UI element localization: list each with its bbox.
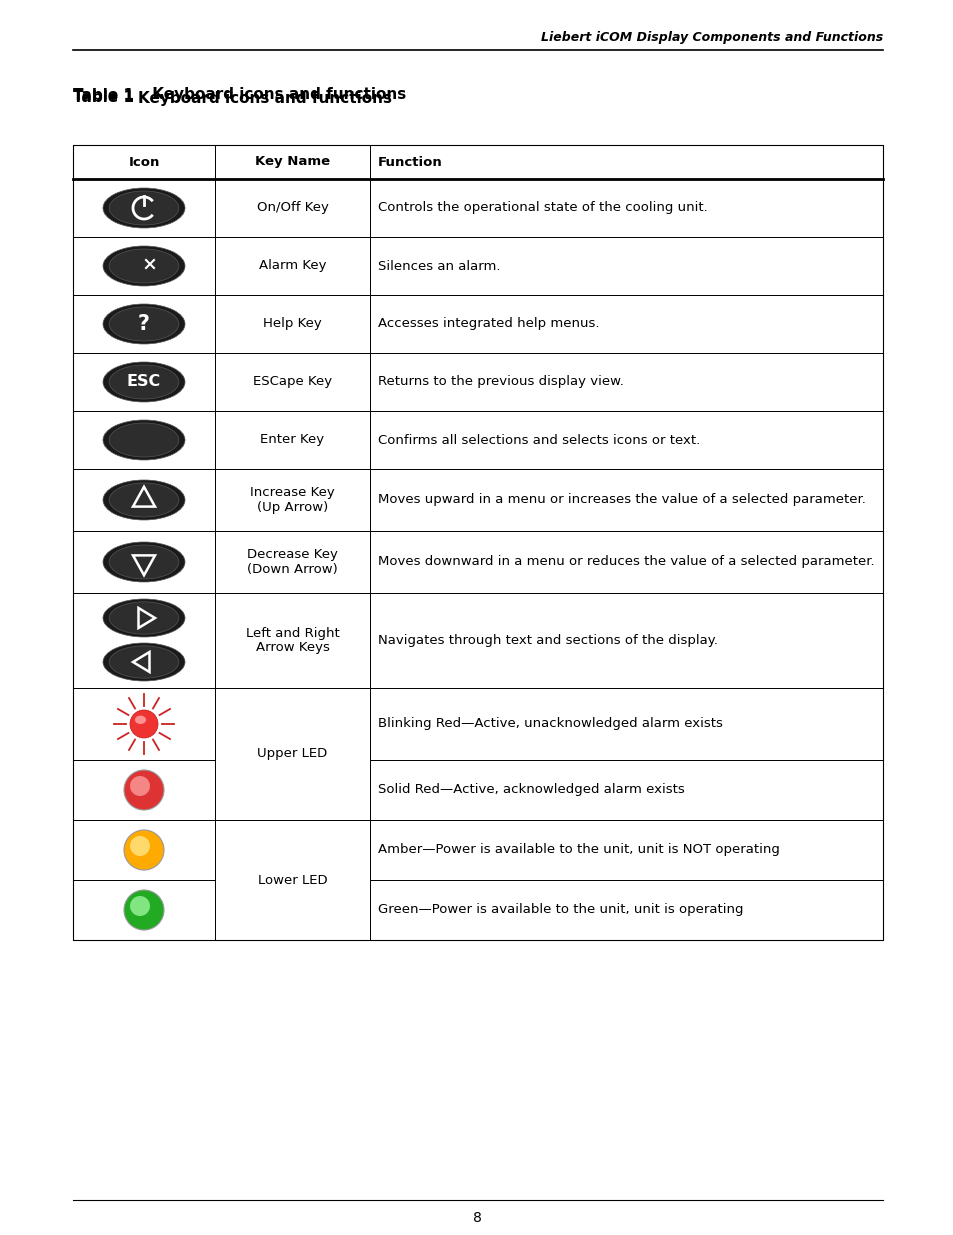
Text: Upper LED: Upper LED	[257, 747, 327, 761]
Text: Left and Right
Arrow Keys: Left and Right Arrow Keys	[245, 626, 339, 655]
Text: Keyboard icons and functions: Keyboard icons and functions	[138, 90, 392, 105]
Text: On/Off Key: On/Off Key	[256, 201, 328, 215]
Text: Moves downward in a menu or reduces the value of a selected parameter.: Moves downward in a menu or reduces the …	[377, 556, 874, 568]
Text: Controls the operational state of the cooling unit.: Controls the operational state of the co…	[377, 201, 707, 215]
Text: Keyboard icons and functions: Keyboard icons and functions	[127, 88, 406, 103]
Text: Icon: Icon	[128, 156, 159, 168]
Text: Navigates through text and sections of the display.: Navigates through text and sections of t…	[377, 634, 717, 647]
Text: Table 1: Table 1	[73, 90, 133, 105]
Text: Silences an alarm.: Silences an alarm.	[377, 259, 500, 273]
Text: Moves upward in a menu or increases the value of a selected parameter.: Moves upward in a menu or increases the …	[377, 494, 865, 506]
Text: Alarm Key: Alarm Key	[258, 259, 326, 273]
Text: Decrease Key
(Down Arrow): Decrease Key (Down Arrow)	[247, 548, 337, 576]
Text: Solid Red—Active, acknowledged alarm exists: Solid Red—Active, acknowledged alarm exi…	[377, 783, 684, 797]
Text: Accesses integrated help menus.: Accesses integrated help menus.	[377, 317, 598, 331]
Text: Liebert iCOM Display Components and Functions: Liebert iCOM Display Components and Func…	[540, 32, 882, 44]
Text: ESC: ESC	[127, 374, 161, 389]
Text: 8: 8	[472, 1212, 481, 1225]
Text: ?: ?	[138, 314, 150, 333]
Text: Blinking Red—Active, unacknowledged alarm exists: Blinking Red—Active, unacknowledged alar…	[377, 718, 722, 730]
Text: Key Name: Key Name	[254, 156, 330, 168]
Text: Table 1: Table 1	[73, 88, 133, 103]
Text: ESCape Key: ESCape Key	[253, 375, 332, 389]
Text: Lower LED: Lower LED	[257, 873, 327, 887]
Text: Green—Power is available to the unit, unit is operating: Green—Power is available to the unit, un…	[377, 904, 742, 916]
Text: Amber—Power is available to the unit, unit is NOT operating: Amber—Power is available to the unit, un…	[377, 844, 779, 857]
Text: Help Key: Help Key	[263, 317, 321, 331]
Text: Returns to the previous display view.: Returns to the previous display view.	[377, 375, 623, 389]
Text: Enter Key: Enter Key	[260, 433, 324, 447]
Text: Increase Key
(Up Arrow): Increase Key (Up Arrow)	[250, 487, 335, 514]
Text: Function: Function	[377, 156, 442, 168]
Text: Confirms all selections and selects icons or text.: Confirms all selections and selects icon…	[377, 433, 700, 447]
